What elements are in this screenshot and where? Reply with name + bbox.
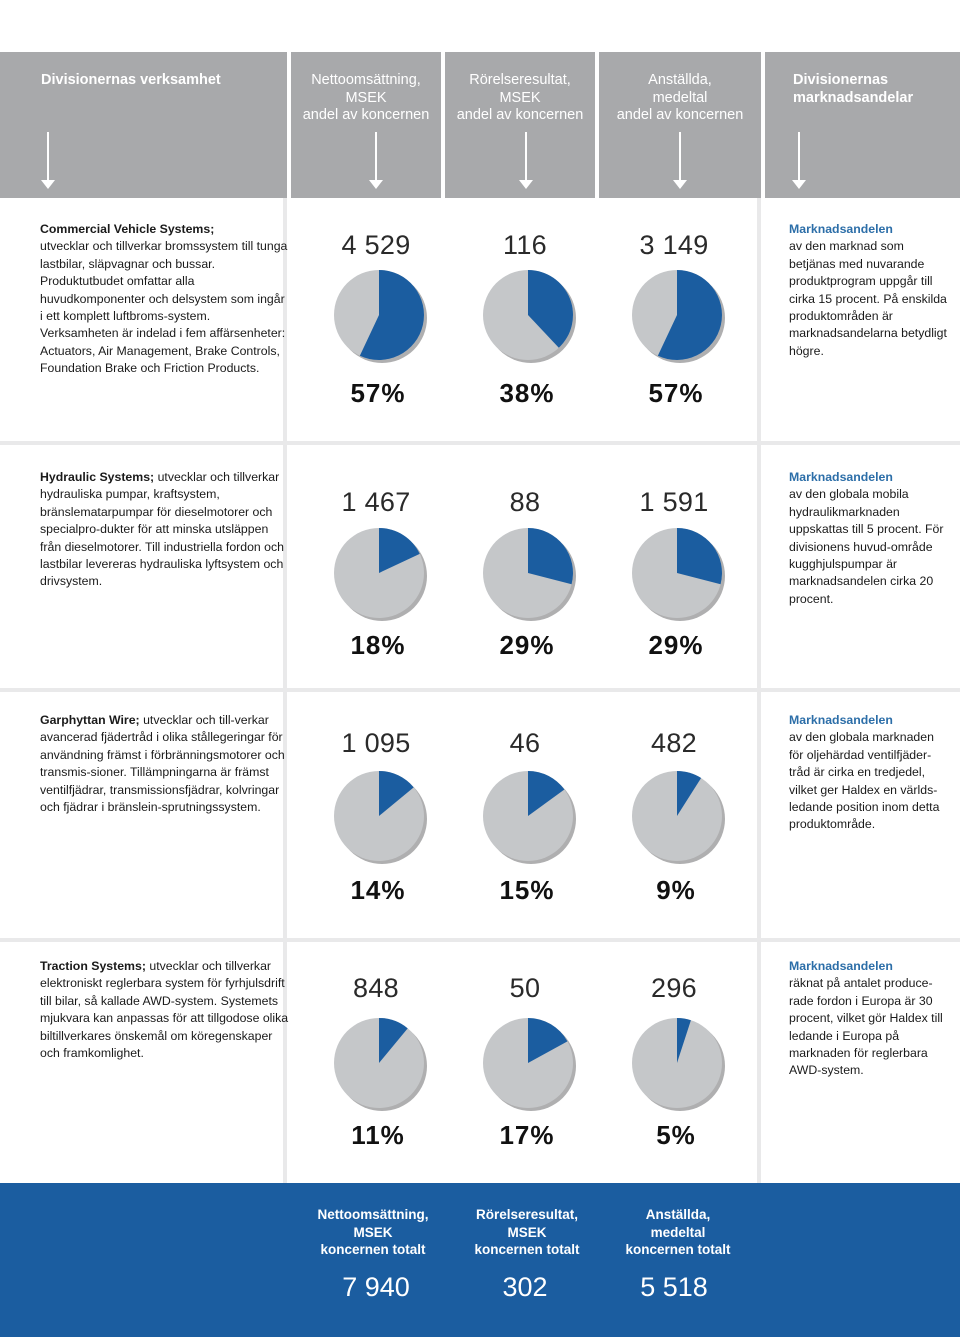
down-arrowhead-icon [792, 180, 806, 189]
division-name: Commercial Vehicle Systems; [40, 222, 215, 236]
division-description: Commercial Vehicle Systems; utvecklar och… [40, 222, 288, 376]
footer-title-employees: Anställda, medeltal koncernen totalt [625, 1207, 731, 1257]
pie-operating-result-share [483, 528, 576, 621]
pie-share-slice [677, 771, 702, 816]
footer-total-employees: 5 518 [640, 1272, 708, 1302]
share-employees: 29% [648, 630, 704, 660]
value-revenue: 1 095 [341, 728, 411, 758]
pie-share-slice [528, 1018, 568, 1063]
footer-title-revenue: Nettoomsättning, MSEK koncernen totalt [317, 1207, 429, 1257]
division-name: Traction Systems; [40, 959, 146, 973]
down-arrow-icon [525, 132, 527, 184]
footer-total-revenue: 7 940 [342, 1272, 410, 1302]
pie-revenue-share [334, 270, 427, 363]
share-revenue: 18% [350, 630, 406, 660]
share-employees: 9% [656, 875, 696, 905]
share-revenue: 11% [351, 1120, 405, 1150]
share-revenue: 14% [350, 875, 406, 905]
header-title-revenue: Nettoomsättning, MSEK andel av koncernen [302, 72, 430, 123]
pie-employees-share [632, 528, 725, 621]
pie-employees-share [632, 1018, 725, 1111]
share-operating-result: 38% [499, 378, 555, 408]
down-arrowhead-icon [519, 180, 533, 189]
value-employees: 1 591 [639, 487, 709, 517]
pie-share-slice [379, 1018, 408, 1063]
down-arrowhead-icon [673, 180, 687, 189]
pie-share-slice [379, 528, 420, 573]
pie-operating-result-share [483, 1018, 576, 1111]
value-revenue: 848 [353, 973, 399, 1003]
footer-title-operating-result: Rörelseresultat, MSEK koncernen totalt [474, 1207, 580, 1257]
market-share-text: Marknadsandelen av den globala marknaden … [789, 713, 940, 832]
pie-revenue-share [334, 1018, 427, 1111]
footer-band [0, 1183, 960, 1337]
pie-share-slice [528, 771, 565, 816]
market-share-text: Marknadsandelen av den marknad som betjän… [789, 222, 947, 358]
pie-share-slice [528, 528, 573, 585]
header-col-activity: Divisionernas verksamhet [0, 52, 287, 198]
pie-revenue-share [334, 528, 427, 621]
pie-share-slice [379, 771, 414, 816]
value-employees: 482 [651, 728, 697, 758]
share-operating-result: 29% [499, 630, 555, 660]
header-col-employees: Anställda, medeltal andel av koncernen [595, 52, 761, 198]
pie-share-slice [677, 528, 722, 585]
value-operating-result: 46 [509, 728, 541, 758]
header-title-operating-result: Rörelseresultat, MSEK andel av koncernen [456, 72, 584, 123]
pie-share-slice [657, 270, 722, 360]
share-employees: 5% [656, 1120, 696, 1150]
row-divider [0, 688, 960, 692]
pie-revenue-share [334, 771, 427, 864]
market-share-text: Marknadsandelen räknat på antalet produce… [789, 959, 943, 1078]
down-arrowhead-icon [369, 180, 383, 189]
division-name: Hydraulic Systems; [40, 470, 155, 484]
value-employees: 3 149 [639, 230, 709, 260]
header-band [0, 52, 960, 198]
pie-share-slice [528, 270, 573, 348]
down-arrowhead-icon [41, 180, 55, 189]
down-arrow-icon [798, 132, 800, 184]
down-arrow-icon [679, 132, 681, 184]
share-operating-result: 15% [499, 875, 555, 905]
down-arrow-icon [375, 132, 377, 184]
header-col-revenue: Nettoomsättning, MSEK andel av koncernen [287, 52, 441, 198]
value-operating-result: 50 [509, 973, 541, 1003]
division-description: Hydraulic Systems; utvecklar och tillver… [40, 470, 285, 589]
pie-operating-result-share [483, 771, 576, 864]
share-employees: 57% [648, 378, 704, 408]
pie-employees-share [632, 270, 725, 363]
market-share-text: Marknadsandelen av den globala mobila hyd… [789, 470, 944, 606]
share-revenue: 57% [350, 378, 406, 408]
down-arrow-icon [47, 132, 49, 184]
pie-share-slice [359, 270, 424, 360]
pie-employees-share [632, 771, 725, 864]
value-operating-result: 116 [503, 230, 547, 260]
value-operating-result: 88 [509, 487, 541, 517]
pie-operating-result-share [483, 270, 576, 363]
pie-share-slice [677, 1018, 691, 1063]
value-revenue: 1 467 [341, 487, 411, 517]
value-employees: 296 [651, 973, 697, 1003]
header-title-market-share: Divisionernas marknadsandelar [793, 72, 914, 106]
share-operating-result: 17% [499, 1120, 555, 1150]
header-title-activity: Divisionernas verksamhet [41, 72, 221, 88]
row-divider [0, 441, 960, 445]
division-description: Garphyttan Wire; utvecklar och till-verk… [40, 713, 285, 815]
header-col-market-share: Divisionernas marknadsandelar [761, 52, 960, 198]
value-revenue: 4 529 [341, 230, 411, 260]
division-name: Garphyttan Wire; [40, 713, 140, 727]
division-description: Traction Systems; utvecklar och tillverk… [40, 959, 289, 1061]
header-title-employees: Anställda, medeltal andel av koncernen [616, 72, 744, 123]
header-col-operating-result: Rörelseresultat, MSEK andel av koncernen [441, 52, 595, 198]
footer-total-operating-result: 302 [502, 1272, 548, 1302]
row-divider [0, 938, 960, 942]
